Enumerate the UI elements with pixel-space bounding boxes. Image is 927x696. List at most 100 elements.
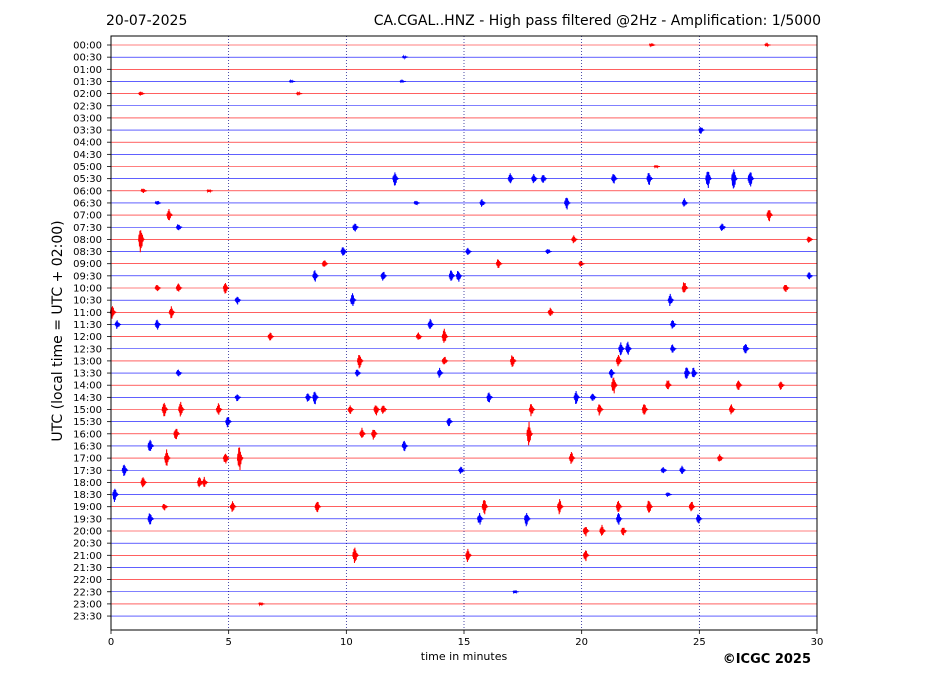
seismic-event [436, 367, 444, 378]
x-tick-label: 15 [458, 637, 471, 648]
seismic-event [371, 429, 378, 440]
seismic-event [717, 454, 724, 462]
row-tick-label: 16:30 [73, 441, 102, 452]
seismic-event [441, 328, 449, 343]
row-tick-label: 18:30 [73, 490, 102, 501]
seismic-event [653, 165, 660, 169]
seismic-event [458, 466, 465, 474]
row-tick-label: 08:00 [73, 235, 102, 246]
seismic-event [399, 78, 406, 84]
row-tick-label: 23:00 [73, 599, 102, 610]
row-tick-label: 22:00 [73, 575, 102, 586]
seismic-event [782, 284, 790, 293]
row-tick-label: 07:00 [73, 211, 102, 222]
row-tick-label: 16:00 [73, 429, 102, 440]
seismic-event [173, 428, 181, 440]
row-tick-label: 13:30 [73, 369, 102, 380]
seismic-event [295, 90, 303, 97]
seismic-event [618, 342, 625, 356]
row-tick-label: 01:30 [73, 77, 102, 88]
seismic-event [314, 501, 322, 513]
row-tick-label: 17:00 [73, 454, 102, 465]
seismic-event [615, 512, 623, 525]
row-tick-label: 15:00 [73, 405, 102, 416]
seismic-event [476, 512, 484, 525]
seismic-event [154, 319, 162, 330]
seismic-event [175, 224, 183, 231]
seismic-event [112, 488, 119, 502]
seismic-event [356, 354, 364, 369]
seismic-event [509, 355, 517, 367]
x-axis-label: time in minutes [421, 650, 508, 663]
seismic-event [352, 223, 359, 232]
seismic-event [147, 513, 155, 525]
row-tick-label: 07:30 [73, 223, 102, 234]
seismic-event [667, 293, 675, 307]
x-tick-label: 25 [693, 637, 706, 648]
seismic-event [681, 198, 689, 207]
seismic-event [448, 270, 456, 281]
seismic-event [222, 283, 230, 294]
seismic-event [305, 393, 312, 402]
seismic-event [695, 514, 703, 524]
seismic-event [486, 392, 494, 403]
seismic-event [121, 464, 129, 477]
seismic-event [611, 377, 618, 394]
seismic-event [465, 548, 472, 563]
seismic-event [178, 401, 185, 417]
row-tick-label: 04:00 [73, 138, 102, 149]
row-tick-label: 08:30 [73, 247, 102, 258]
seismic-event [679, 465, 686, 474]
seismic-event [526, 421, 534, 446]
seismic-event [495, 259, 503, 269]
seismic-event [455, 271, 463, 282]
seismic-event [373, 405, 381, 416]
row-tick-label: 17:30 [73, 466, 102, 477]
row-tick-label: 10:30 [73, 296, 102, 307]
seismic-event [742, 344, 750, 354]
seismic-event [669, 320, 677, 329]
seismic-event [512, 590, 519, 595]
seismic-event [229, 501, 237, 512]
row-tick-label: 14:30 [73, 393, 102, 404]
seismic-event [778, 381, 785, 390]
seismic-event [665, 380, 672, 390]
seismic-event [531, 174, 538, 184]
seismic-events [109, 42, 814, 607]
row-tick-label: 18:00 [73, 478, 102, 489]
vertical-gridlines [228, 36, 700, 630]
seismic-event [415, 332, 423, 340]
seismic-event [234, 296, 242, 305]
copyright-label: ©ICGC 2025 [723, 652, 811, 667]
seismic-event [225, 417, 232, 428]
row-tick-label: 05:30 [73, 174, 102, 185]
seismic-event [347, 405, 355, 414]
seismic-event [354, 369, 362, 377]
seismic-event [582, 527, 590, 537]
seismic-event [568, 452, 576, 464]
row-tick-label: 06:30 [73, 198, 102, 209]
seismic-event [540, 174, 548, 183]
seismic-event [806, 272, 814, 280]
seismic-event [288, 78, 296, 84]
seismic-event [147, 439, 155, 451]
seismic-event [528, 404, 536, 417]
row-tick-label: 12:30 [73, 344, 102, 355]
x-tick-label: 10 [340, 637, 353, 648]
seismic-event [321, 260, 329, 267]
seismic-event [524, 513, 531, 527]
row-tick-label: 19:30 [73, 514, 102, 525]
seismic-event [138, 91, 145, 96]
seismic-event [806, 236, 814, 243]
seismic-event [625, 341, 632, 355]
seismic-event [573, 390, 581, 404]
row-tick-label: 20:30 [73, 539, 102, 550]
seismic-event [547, 307, 555, 316]
plot-frame [110, 35, 818, 631]
x-axis-ticks: 0 5 10 15 20 25 30 [108, 630, 823, 648]
seismic-event [359, 427, 366, 438]
row-tick-label: 02:30 [73, 101, 102, 112]
row-tick-label: 15:30 [73, 417, 102, 428]
seismic-event [684, 367, 691, 379]
seismic-event [465, 247, 472, 255]
